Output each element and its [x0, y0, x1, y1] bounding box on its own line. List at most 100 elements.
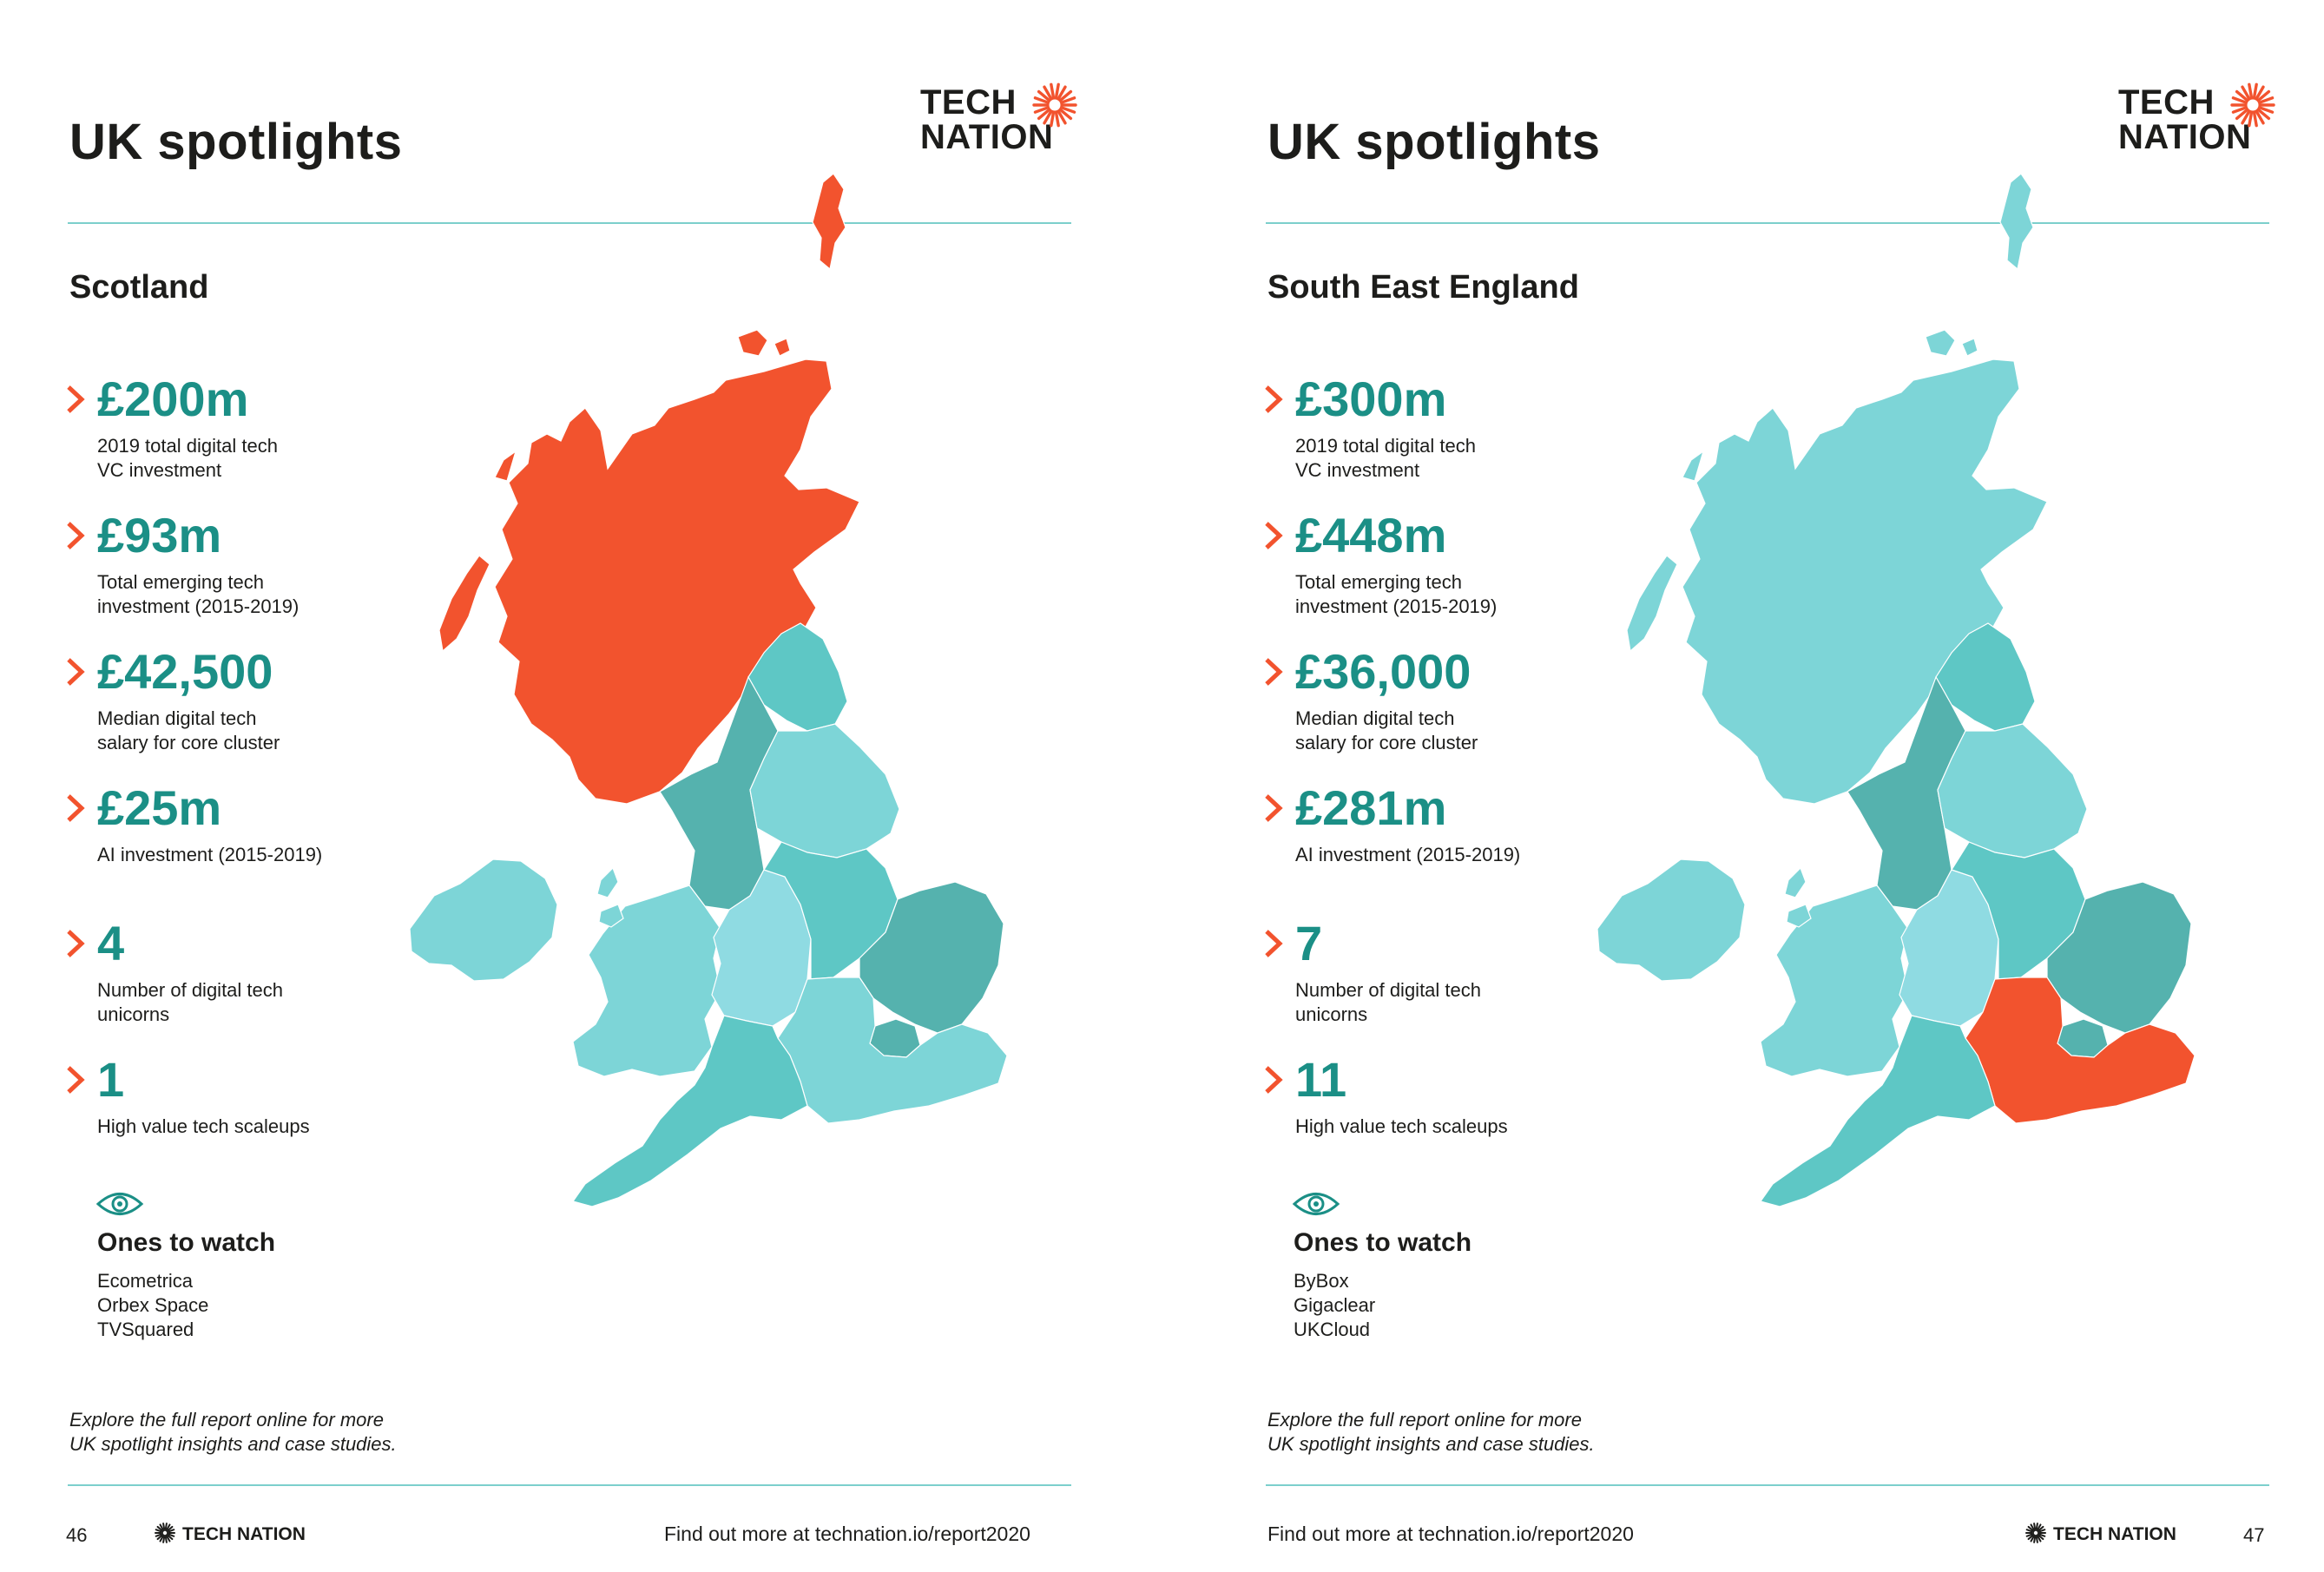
header-divider: [68, 222, 1071, 224]
stat-label: High value tech scaleups: [97, 1115, 310, 1137]
stat-label: Number of digital tech unicorns: [1295, 979, 1481, 1025]
stat-value: 7: [1295, 916, 1323, 970]
stat-value: £281m: [1295, 780, 1447, 835]
map-region-yorkshire: [1937, 723, 2088, 858]
footer-divider: [1266, 1484, 2269, 1486]
footer-logo: TECH NATION: [155, 1523, 306, 1545]
stat-value: £36,000: [1295, 644, 1471, 699]
footer-divider: [68, 1484, 1071, 1486]
sun-logo-icon: [1032, 82, 1077, 128]
page-title: UK spotlights: [69, 114, 403, 170]
sun-logo-icon: [2230, 82, 2275, 128]
watch-item: UKCloud: [1294, 1319, 1371, 1340]
page-number: 46: [66, 1524, 88, 1546]
stat-value: £93m: [97, 508, 222, 562]
stat-value: £42,500: [97, 644, 273, 699]
explore-note: Explore the full report online for more …: [69, 1409, 397, 1455]
stat-value: £25m: [97, 780, 222, 835]
map-region-anglesey: [1786, 904, 1812, 928]
sun-logo-icon: [155, 1523, 175, 1543]
watch-item: ByBox: [1294, 1270, 1349, 1292]
map-region-hebrides: [1626, 450, 1705, 653]
map-region-isleofman: [596, 866, 619, 898]
chevron-right-icon: [1265, 930, 1283, 957]
map-region-isleofman: [1784, 866, 1807, 898]
stat-value: 1: [97, 1052, 125, 1107]
footer-link[interactable]: Find out more at technation.io/report202…: [664, 1523, 1030, 1545]
stat-value: £200m: [97, 372, 249, 426]
stat-value: £300m: [1295, 372, 1447, 426]
map-region-scotland: [1682, 358, 2048, 805]
map-region-yorkshire: [749, 723, 900, 858]
page-title: UK spotlights: [1267, 114, 1601, 170]
stat-label: 2019 total digital tech VC investment: [1295, 435, 1476, 481]
watch-item: Ecometrica: [97, 1270, 194, 1292]
stat-label: Median digital tech salary for core clust…: [1295, 707, 1478, 753]
ones-to-watch-list: Ecometrica Orbex Space TVSquared: [97, 1269, 208, 1342]
map-region-wales: [572, 885, 721, 1077]
chevron-right-icon: [67, 658, 85, 686]
stat-value: 11: [1295, 1052, 1347, 1107]
map-region-hebrides: [438, 450, 517, 653]
stat-value: £448m: [1295, 508, 1447, 562]
watch-item: Gigaclear: [1294, 1294, 1376, 1316]
footer-link[interactable]: Find out more at technation.io/report202…: [1267, 1523, 1634, 1545]
chevron-right-icon: [67, 930, 85, 957]
region-heading: South East England: [1267, 269, 1579, 306]
stat-label: AI investment (2015-2019): [97, 844, 323, 865]
stat-label: Number of digital tech unicorns: [97, 979, 283, 1025]
tech-nation-logo: TECH NATION: [920, 82, 1077, 168]
stat-label: AI investment (2015-2019): [1295, 844, 1521, 865]
map-region-shetland: [812, 173, 846, 271]
page-number: 47: [2243, 1524, 2265, 1546]
logo-line-2: NATION: [920, 118, 1054, 156]
eye-icon: [1292, 1193, 1340, 1215]
map-region-northwest: [1847, 675, 1966, 911]
map-region-scotland: [494, 358, 860, 805]
chevron-right-icon: [67, 794, 85, 822]
left-page: UK spotlights TECH NATION Scotland £200m…: [66, 82, 1077, 1546]
chevron-right-icon: [1265, 658, 1283, 686]
map-region-northernireland: [1597, 858, 1746, 982]
map-region-northeast: [1935, 622, 2036, 732]
uk-map: [409, 173, 1008, 1207]
logo-line-1: TECH: [2118, 83, 2215, 122]
stat-label: Total emerging tech investment (2015-2019…: [1295, 571, 1498, 617]
region-heading: Scotland: [69, 269, 209, 306]
logo-line-1: TECH: [920, 83, 1017, 122]
right-page: UK spotlights TECH NATION South East Eng…: [1162, 0, 2323, 1572]
chevron-right-icon: [67, 522, 85, 549]
stat-label: High value tech scaleups: [1295, 1115, 1508, 1137]
explore-note: Explore the full report online for more …: [1267, 1409, 1595, 1455]
stat-label: 2019 total digital tech VC investment: [97, 435, 278, 481]
ones-to-watch-heading: Ones to watch: [97, 1228, 276, 1257]
map-region-southwest: [572, 1015, 808, 1207]
map-region-southwest: [1760, 1015, 1996, 1207]
chevron-right-icon: [67, 385, 85, 413]
watch-item: TVSquared: [97, 1319, 194, 1340]
map-region-orkney: [1925, 329, 1978, 357]
eye-icon: [95, 1193, 144, 1215]
map-region-shetland: [1999, 173, 2034, 271]
stat-label: Median digital tech salary for core clust…: [97, 707, 280, 753]
map-region-orkney: [737, 329, 791, 357]
logo-line-2: NATION: [2118, 118, 2252, 156]
map-region-anglesey: [598, 904, 624, 928]
ones-to-watch-list: ByBox Gigaclear UKCloud: [1294, 1269, 1375, 1342]
map-region-northernireland: [409, 858, 558, 982]
map-region-northwest: [659, 675, 779, 911]
stat-value: 4: [97, 916, 125, 970]
chevron-right-icon: [1265, 1066, 1283, 1094]
ones-to-watch-heading: Ones to watch: [1294, 1228, 1472, 1257]
map-region-northeast: [747, 622, 848, 732]
chevron-right-icon: [1265, 794, 1283, 822]
header-divider: [1266, 222, 2269, 224]
tech-nation-logo: TECH NATION: [2118, 82, 2275, 168]
map-region-wales: [1760, 885, 1909, 1077]
sun-logo-icon: [2025, 1523, 2046, 1543]
watch-item: Orbex Space: [97, 1294, 209, 1316]
chevron-right-icon: [67, 1066, 85, 1094]
footer-logo: TECH NATION: [2025, 1523, 2176, 1545]
stat-label: Total emerging tech investment (2015-2019…: [97, 571, 300, 617]
chevron-right-icon: [1265, 385, 1283, 413]
